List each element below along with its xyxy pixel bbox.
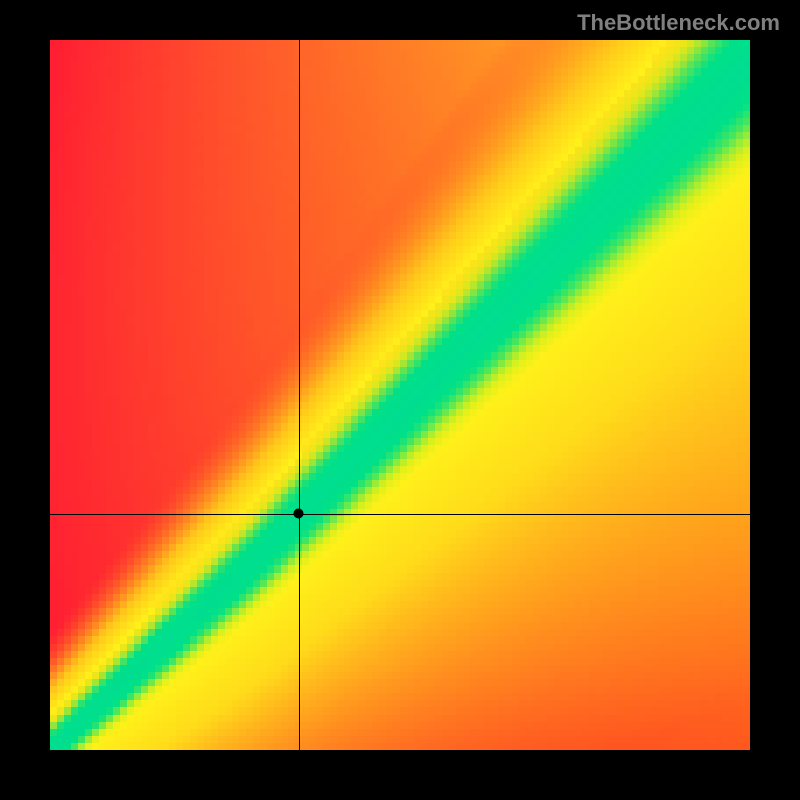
chart-container: { "watermark": { "text": "TheBottleneck.…	[0, 0, 800, 800]
watermark-text: TheBottleneck.com	[577, 10, 780, 36]
bottleneck-heatmap	[0, 0, 800, 800]
